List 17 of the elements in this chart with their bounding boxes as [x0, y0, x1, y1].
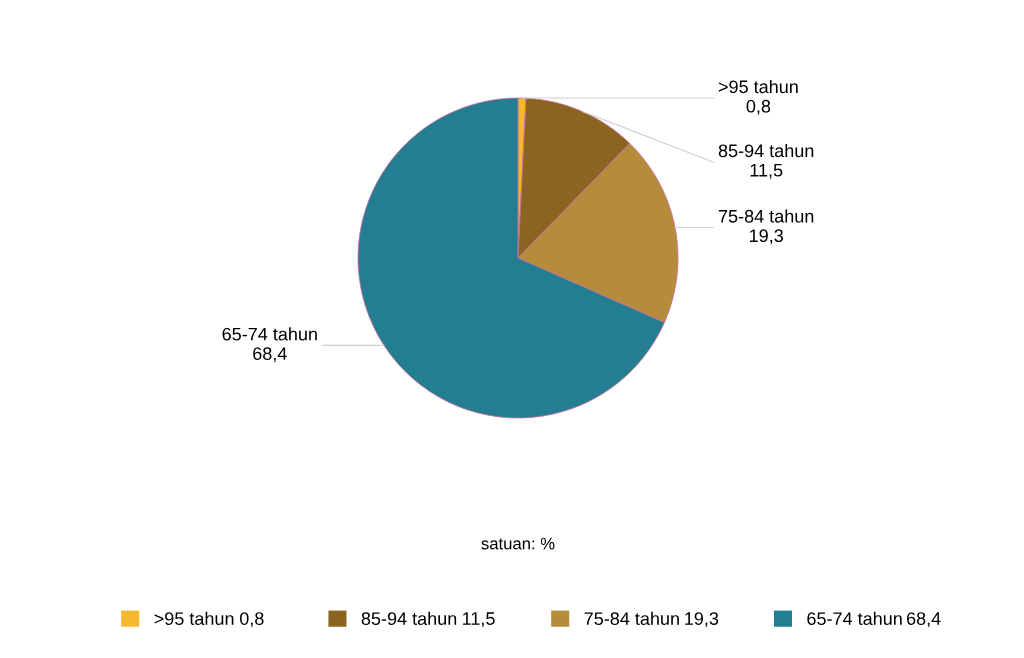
- data-label: 0,8: [746, 99, 771, 115]
- data-label: 11,5: [750, 164, 783, 179]
- text: 0,8: [239, 612, 264, 628]
- slice-label: 65-74 tahun: [222, 327, 317, 341]
- text: 19,3: [685, 612, 719, 628]
- legend-label: 85-94 tahun: [361, 611, 457, 626]
- text: satuan: %: [481, 537, 555, 550]
- legend-label: 75-84 tahun: [584, 611, 679, 626]
- legend-label: 65-74 tahun: [807, 611, 902, 626]
- text: 11,5: [463, 612, 495, 628]
- slice-label: >95 tahun: [718, 79, 798, 94]
- text: 68,4: [906, 612, 941, 628]
- slice-label: 85-94 tahun: [718, 143, 814, 158]
- legend-label: >95 tahun: [154, 611, 234, 626]
- data-label: 19,3: [749, 229, 783, 245]
- slice-label: 75-84 tahun: [718, 209, 814, 223]
- data-label: 68,4: [253, 347, 287, 363]
